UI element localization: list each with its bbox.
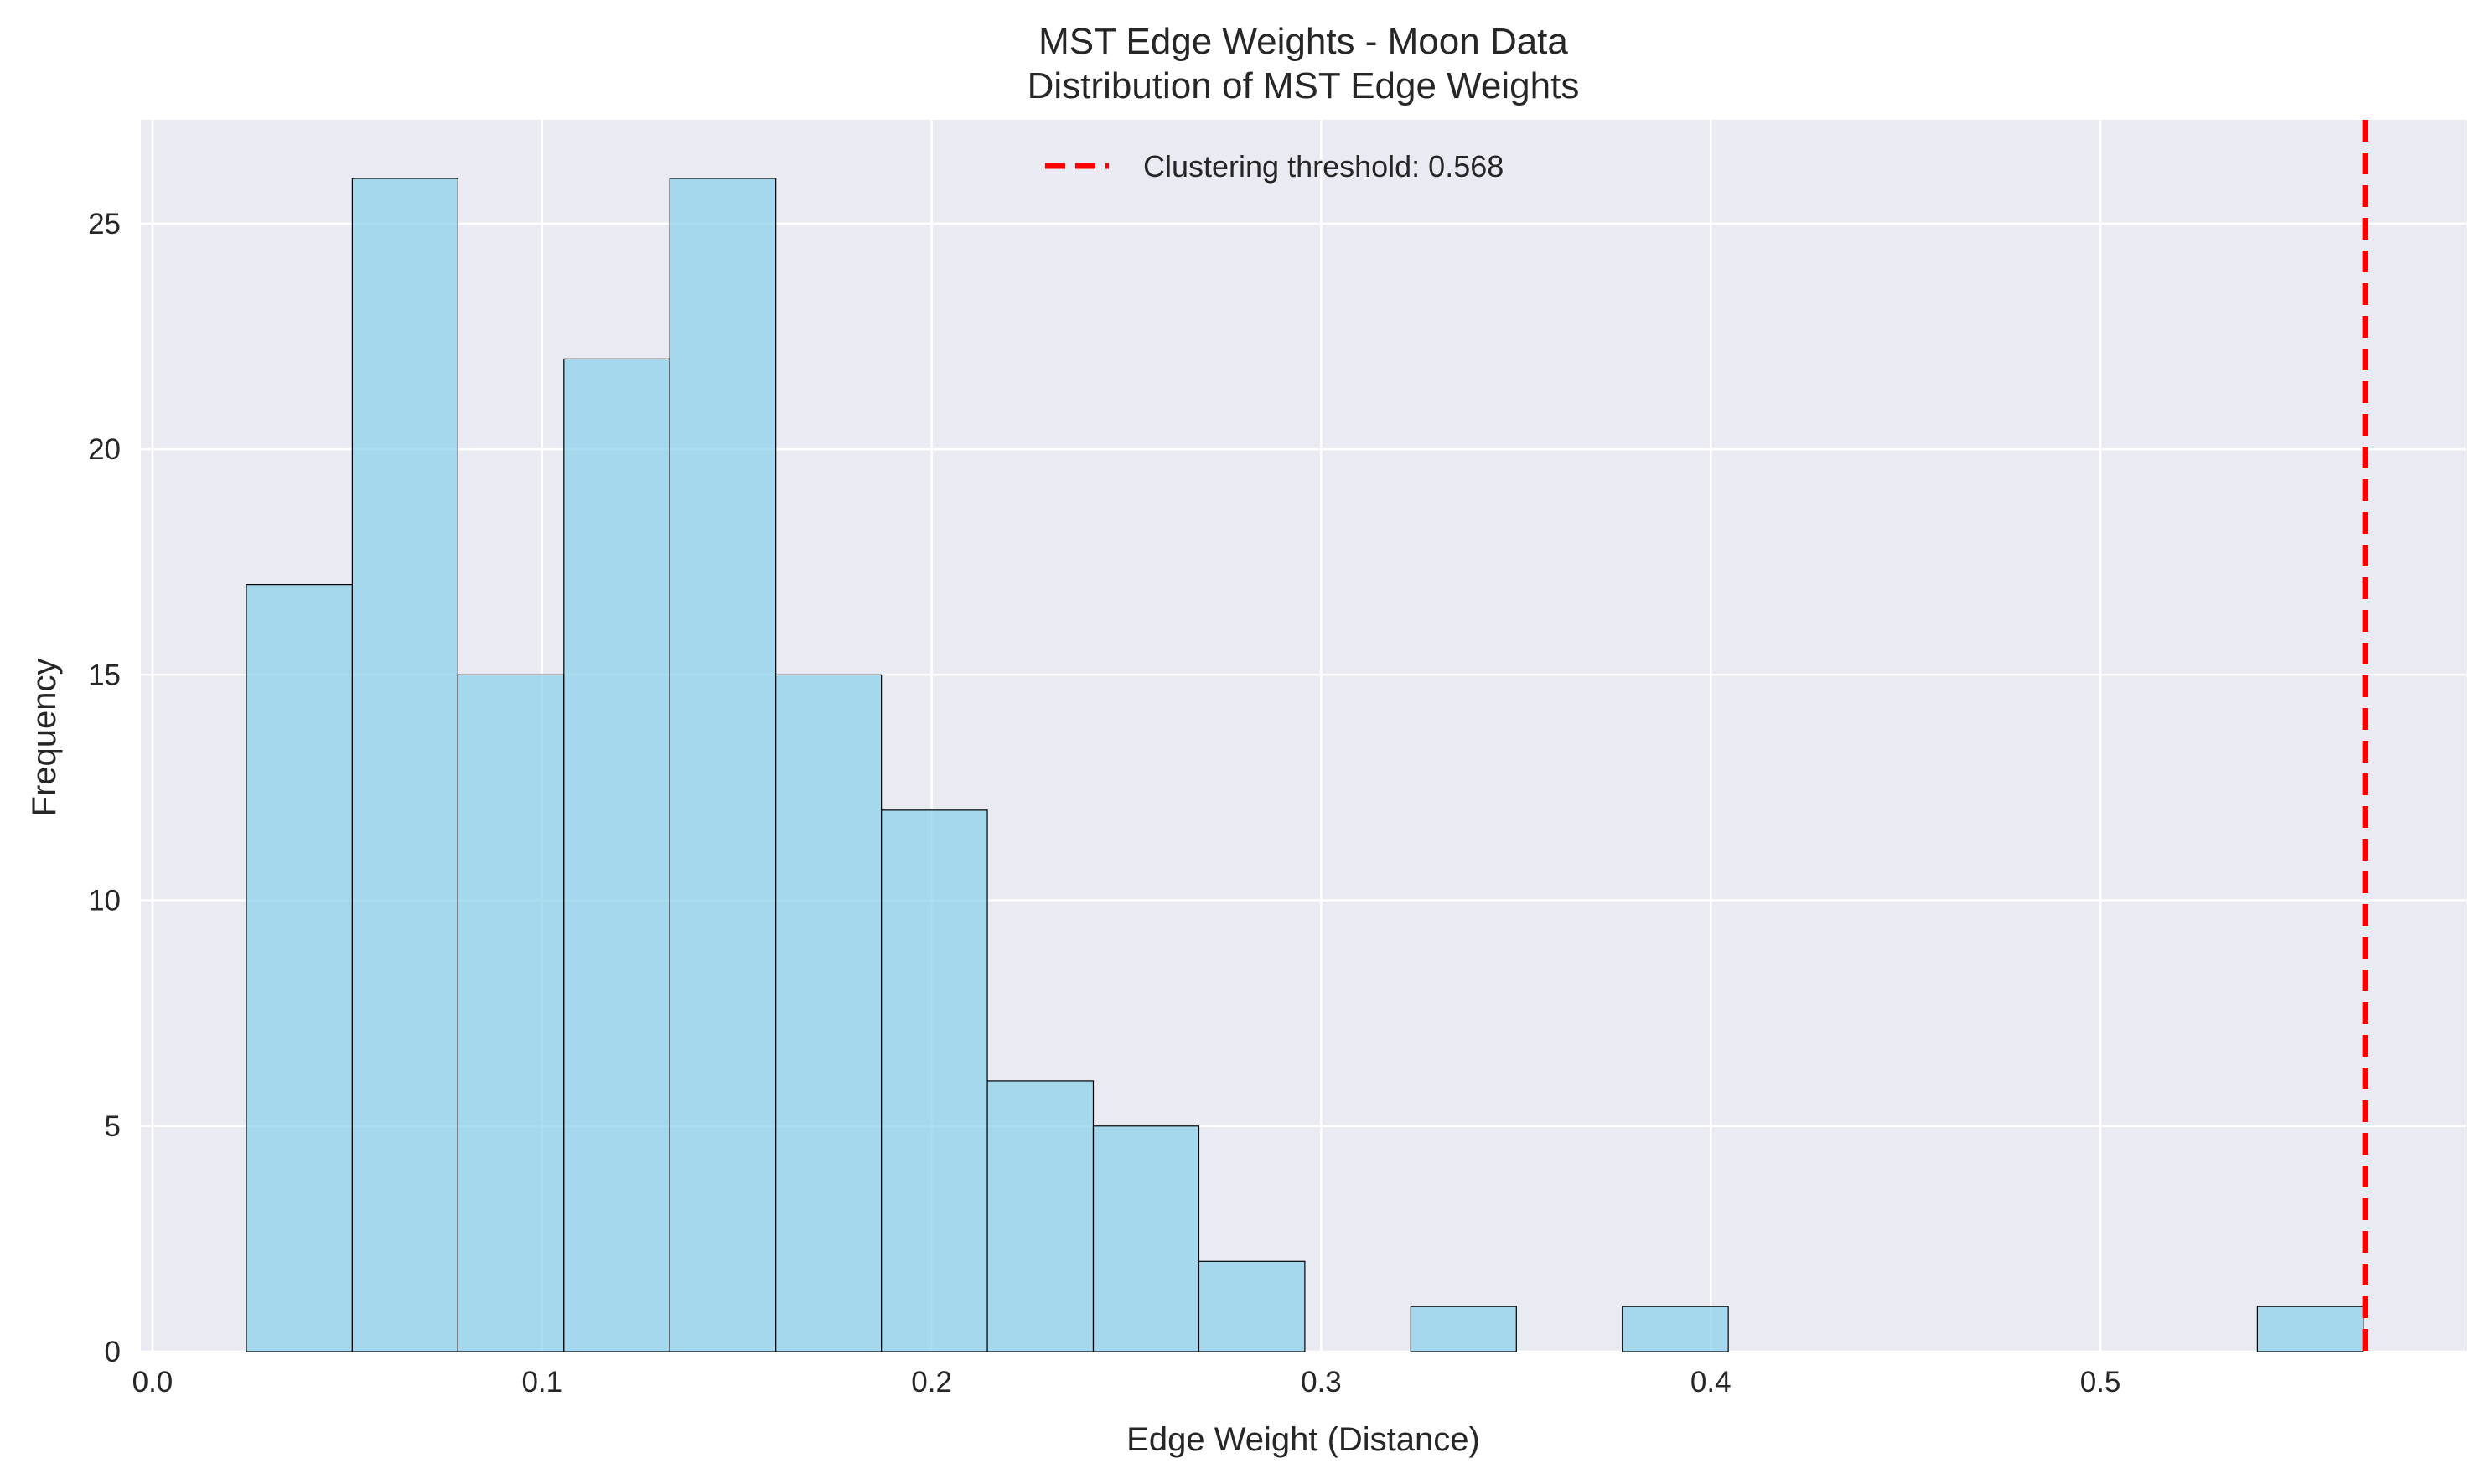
histogram-bar-6 <box>881 809 988 1352</box>
y-tick-label: 20 <box>88 433 121 466</box>
chart-subtitle: Distribution of MST Edge Weights <box>1028 65 1580 106</box>
histogram-bars <box>246 178 2364 1352</box>
histogram-bar-5 <box>775 674 883 1352</box>
histogram-bar-4 <box>669 178 777 1352</box>
histogram-bar-2 <box>457 674 565 1352</box>
x-tick-label: 0.3 <box>1301 1366 1342 1399</box>
y-tick-label: 5 <box>105 1110 121 1143</box>
histogram-bar-8 <box>1092 1125 1200 1352</box>
histogram-bar-7 <box>986 1080 1095 1352</box>
legend-threshold-label: Clustering threshold: 0.568 <box>1143 149 1504 184</box>
histogram-bar-13 <box>1622 1306 1729 1352</box>
x-tick-label: 0.0 <box>132 1366 173 1399</box>
y-axis-ticks: 0 5 10 15 20 25 <box>88 208 121 1368</box>
x-axis-label: Edge Weight (Distance) <box>1126 1421 1480 1458</box>
x-tick-label: 0.5 <box>2080 1366 2121 1399</box>
x-tick-label: 0.1 <box>521 1366 562 1399</box>
y-tick-label: 25 <box>88 208 121 240</box>
histogram-bar-9 <box>1198 1260 1306 1352</box>
histogram-bar-19 <box>2256 1306 2364 1352</box>
y-tick-label: 10 <box>88 885 121 918</box>
histogram-bar-0 <box>246 584 353 1352</box>
x-tick-label: 0.2 <box>911 1366 952 1399</box>
histogram-bar-11 <box>1410 1306 1517 1352</box>
chart-title: MST Edge Weights - Moon Data <box>1038 21 1568 62</box>
y-axis-label: Frequency <box>26 659 63 817</box>
histogram-bar-1 <box>351 178 458 1352</box>
legend: Clustering threshold: 0.568 <box>1045 149 1504 184</box>
y-tick-label: 0 <box>105 1336 121 1368</box>
x-axis-ticks: 0.0 0.1 0.2 0.3 0.4 0.5 <box>132 1366 2121 1399</box>
x-tick-label: 0.4 <box>1690 1366 1732 1399</box>
histogram-bar-3 <box>563 358 670 1352</box>
y-tick-label: 15 <box>88 659 121 691</box>
